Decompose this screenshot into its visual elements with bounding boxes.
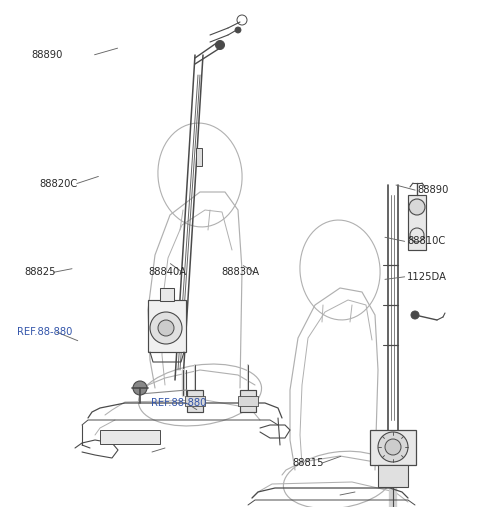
Circle shape [378,432,408,462]
Circle shape [409,199,425,215]
Circle shape [150,312,182,344]
Circle shape [133,381,147,395]
Text: 88820C: 88820C [39,178,78,189]
Text: 88810C: 88810C [407,236,445,246]
Text: 88825: 88825 [24,267,56,277]
Bar [196,148,202,166]
Text: REF.88-880: REF.88-880 [151,398,206,408]
Text: 88890: 88890 [31,50,62,60]
Bar [148,300,186,352]
Bar [240,390,256,412]
Text: 88840A: 88840A [149,267,187,277]
Bar [100,430,160,444]
Bar [238,396,258,406]
Bar [160,288,174,301]
Bar [408,195,426,250]
Bar [185,396,205,406]
Text: 88830A: 88830A [222,267,260,277]
Bar [370,430,416,465]
Circle shape [216,41,225,50]
Text: 88890: 88890 [418,185,449,195]
Circle shape [411,311,419,319]
Bar [187,390,203,412]
Circle shape [158,320,174,336]
Bar [378,465,408,487]
Circle shape [235,27,241,33]
Text: 88815: 88815 [293,458,324,468]
Text: 1125DA: 1125DA [407,272,447,282]
Circle shape [385,439,401,455]
Text: REF.88-880: REF.88-880 [17,327,72,337]
